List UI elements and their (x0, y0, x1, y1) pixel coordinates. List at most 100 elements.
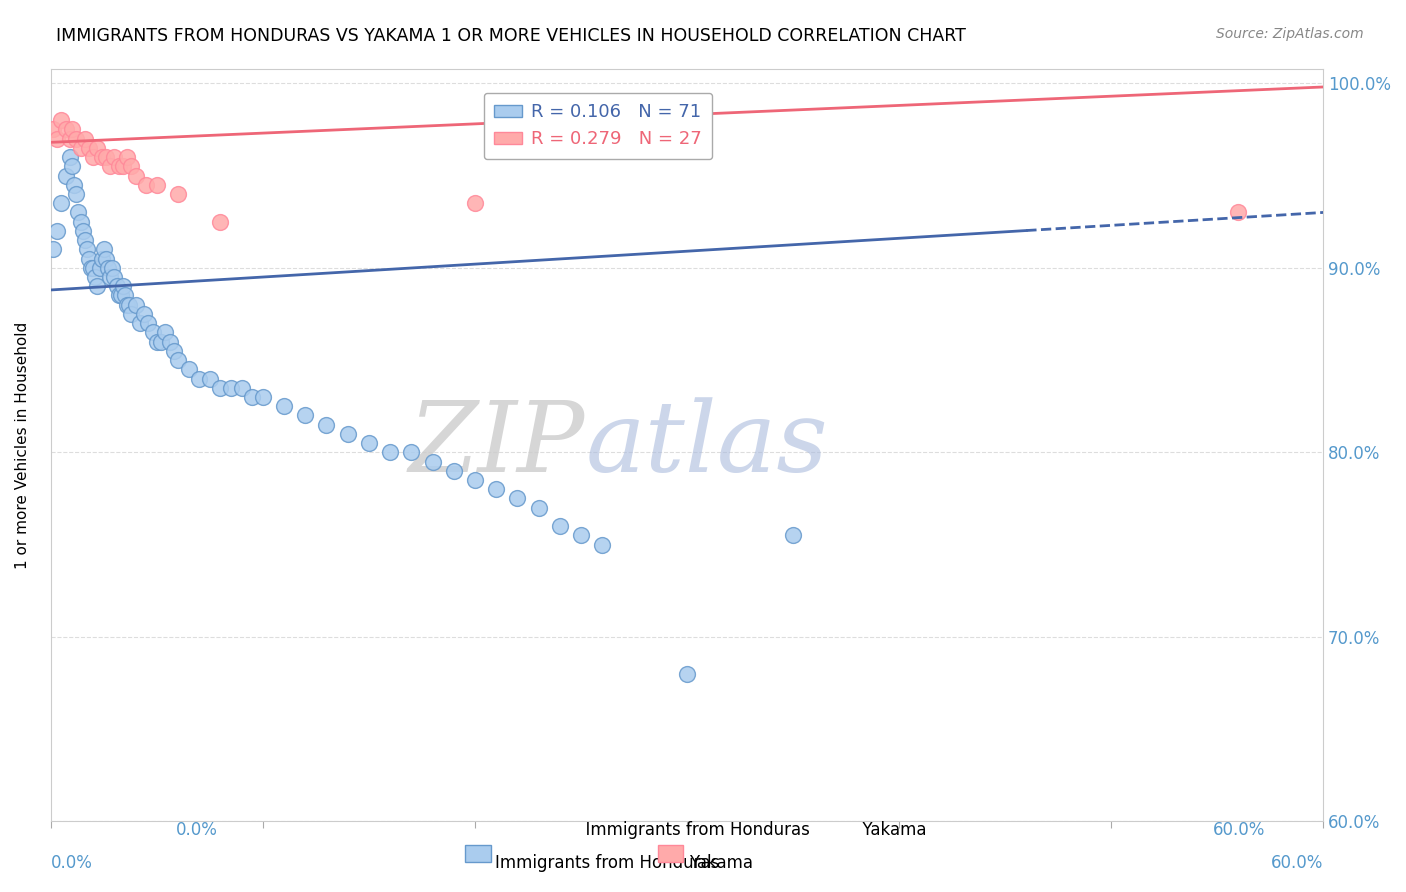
Point (124, 169, 146, 183)
Text: Source: ZipAtlas.com: Source: ZipAtlas.com (1216, 27, 1364, 41)
Point (142, 326, 165, 340)
Point (90, 252, 112, 266)
Point (60, 159, 83, 173)
Text: Immigrants from Honduras: Immigrants from Honduras (495, 854, 718, 871)
Point (42, 243, 65, 257)
Point (77, 141, 100, 155)
Point (124, 298, 146, 312)
Legend: R = 0.106   N = 71, R = 0.279   N = 27: R = 0.106 N = 71, R = 0.279 N = 27 (484, 93, 713, 160)
Text: 0.0%: 0.0% (176, 821, 218, 838)
Point (378, 445, 401, 459)
Text: 60.0%: 60.0% (1271, 854, 1323, 871)
Point (163, 343, 186, 358)
Point (73, 233, 96, 247)
Point (90, 150, 112, 164)
Point (51, 113, 73, 128)
Point (46, 224, 69, 238)
Point (506, 491, 529, 506)
Point (107, 159, 129, 173)
Point (115, 298, 138, 312)
Point (252, 390, 274, 404)
Point (98, 270, 121, 285)
Point (527, 500, 550, 515)
Point (198, 371, 221, 385)
Point (1227, 205, 1250, 219)
Point (94, 150, 117, 164)
Point (569, 528, 592, 542)
Point (94, 252, 117, 266)
Point (357, 436, 380, 450)
Point (138, 316, 160, 330)
Point (485, 482, 508, 496)
Point (548, 519, 571, 533)
Point (336, 426, 359, 441)
Text: IMMIGRANTS FROM HONDURAS VS YAKAMA 1 OR MORE VEHICLES IN HOUSEHOLD CORRELATION C: IMMIGRANTS FROM HONDURAS VS YAKAMA 1 OR … (56, 27, 966, 45)
Point (76, 243, 98, 257)
Text: ZIP: ZIP (409, 397, 585, 492)
Point (273, 399, 295, 413)
Point (111, 279, 134, 293)
Point (82, 150, 104, 164)
Point (80, 260, 103, 275)
Y-axis label: 1 or more Vehicles in Household: 1 or more Vehicles in Household (15, 321, 30, 568)
Text: 0.0%: 0.0% (51, 854, 93, 871)
Point (111, 159, 134, 173)
Point (146, 178, 169, 192)
Point (177, 362, 200, 376)
Point (69, 215, 91, 229)
Point (464, 196, 486, 211)
Point (188, 371, 211, 385)
Point (59, 131, 82, 145)
Point (782, 528, 804, 542)
Point (443, 464, 465, 478)
Text: atlas: atlas (585, 397, 828, 492)
Point (103, 270, 125, 285)
Point (67, 205, 90, 219)
Point (86, 279, 108, 293)
Point (231, 381, 253, 395)
Point (98, 159, 121, 173)
Point (120, 307, 142, 321)
Point (63, 178, 86, 192)
Point (73, 131, 96, 145)
Point (69, 141, 91, 155)
Point (89, 260, 111, 275)
Point (219, 381, 242, 395)
Point (110, 288, 132, 302)
Text: Yakama: Yakama (689, 854, 752, 871)
Point (84, 270, 107, 285)
Point (209, 381, 232, 395)
Point (97, 260, 120, 275)
Point (42, 122, 65, 136)
Point (105, 279, 128, 293)
Point (209, 215, 232, 229)
Point (115, 150, 138, 164)
Point (167, 186, 190, 201)
Text: Yakama: Yakama (852, 821, 927, 838)
Point (101, 260, 124, 275)
Point (82, 260, 104, 275)
Point (60, 122, 83, 136)
Point (135, 178, 157, 192)
Point (159, 334, 181, 349)
Point (72, 224, 94, 238)
Point (464, 473, 486, 487)
Point (55, 169, 77, 183)
Point (55, 122, 77, 136)
Point (128, 316, 150, 330)
Point (294, 409, 316, 423)
Point (103, 150, 125, 164)
Point (146, 334, 169, 349)
Point (676, 666, 699, 681)
Point (107, 288, 129, 302)
Point (51, 196, 73, 211)
Point (114, 288, 136, 302)
Point (591, 538, 613, 552)
Point (155, 326, 177, 340)
Point (315, 417, 337, 432)
Point (65, 131, 87, 145)
Text: Immigrants from Honduras: Immigrants from Honduras (575, 821, 810, 838)
Text: 60.0%: 60.0% (1213, 821, 1265, 838)
Point (150, 334, 173, 349)
Point (134, 307, 156, 321)
